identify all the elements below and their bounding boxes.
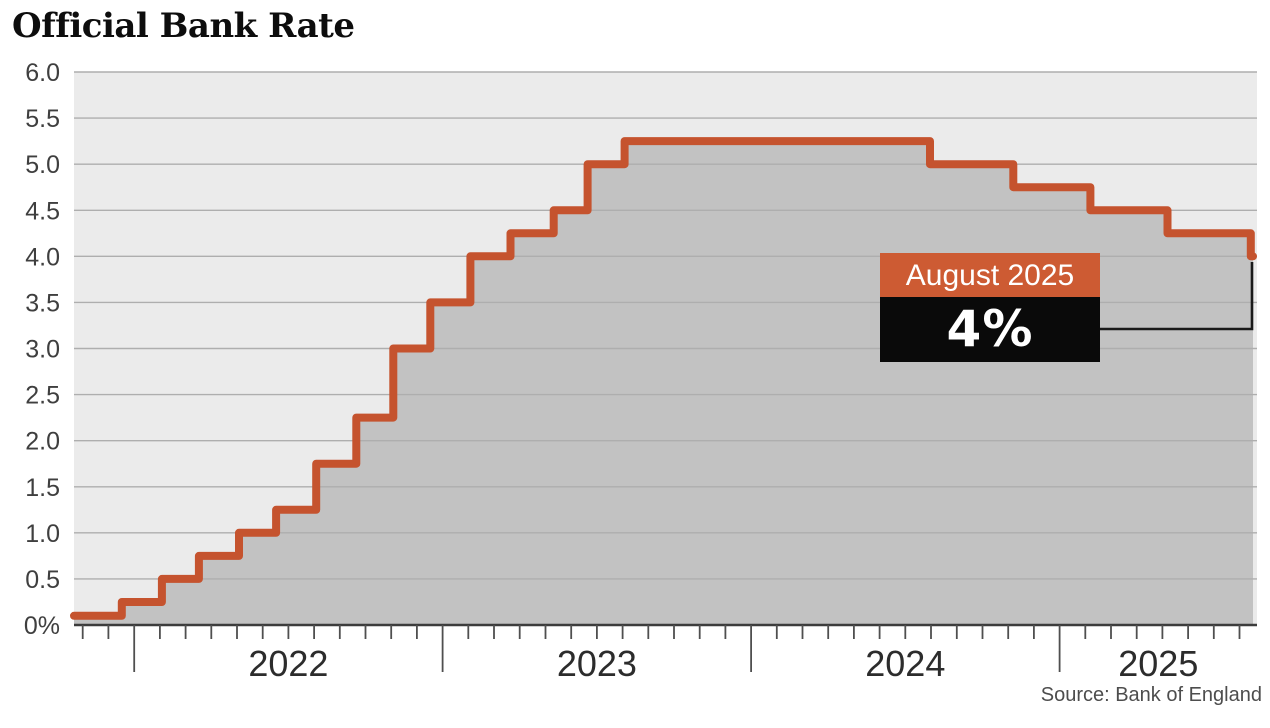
- y-axis-label: 2.0: [25, 428, 60, 456]
- y-axis-label: 3.0: [25, 336, 60, 364]
- y-axis-label: 1.0: [25, 520, 60, 548]
- y-axis-label: 1.5: [25, 474, 60, 502]
- y-axis-label: 2.5: [25, 382, 60, 410]
- rate-step-line: [70, 137, 1257, 620]
- y-axis-label: 0.5: [25, 566, 60, 594]
- x-axis-year-label: 2023: [557, 643, 637, 684]
- y-axis-label: 5.0: [25, 151, 60, 179]
- x-axis-year-label: 2025: [1118, 643, 1198, 684]
- annotation-connector-line: [1100, 262, 1254, 331]
- chart-title: Official Bank Rate: [12, 6, 355, 46]
- annotation-callout: August 2025 4%: [880, 253, 1100, 362]
- y-axis-label: 0%: [24, 612, 60, 640]
- annotation-value-box: 4%: [880, 297, 1100, 362]
- annotation-date-box: August 2025: [880, 253, 1100, 297]
- y-axis-label: 5.5: [25, 105, 60, 133]
- x-axis-year-label: 2024: [865, 643, 945, 684]
- y-axis-label: 6.0: [25, 59, 60, 87]
- y-axis-label: 4.0: [25, 243, 60, 271]
- x-axis-year-label: 2022: [248, 643, 328, 684]
- y-axis-label: 4.5: [25, 197, 60, 225]
- y-axis-label: 3.5: [25, 289, 60, 317]
- source-credit: Source: Bank of England: [1040, 684, 1262, 706]
